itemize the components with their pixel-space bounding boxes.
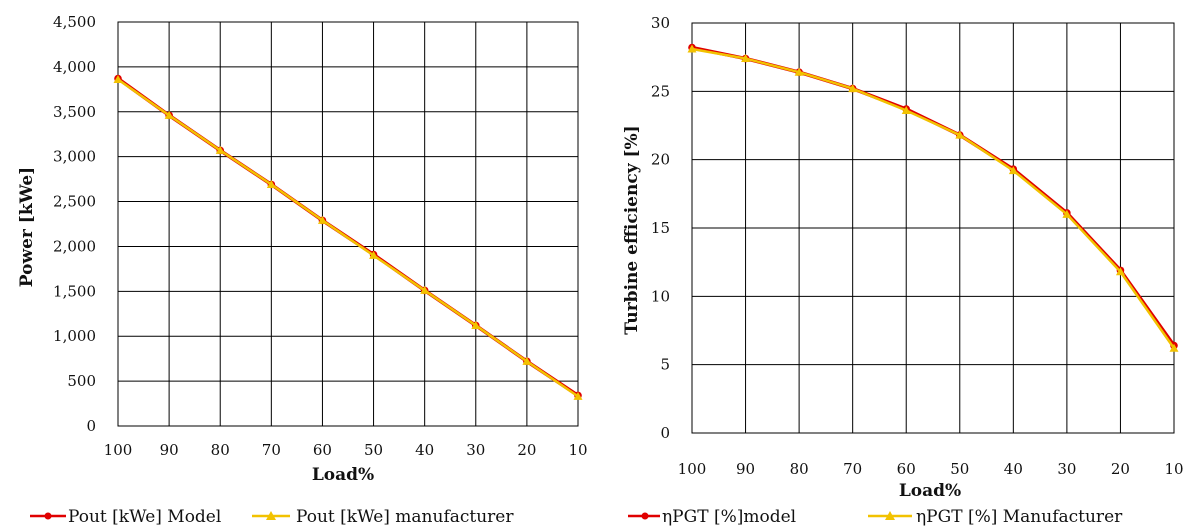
- power-chart-manufacturer-point: [522, 356, 532, 365]
- power-chart-y-tick-label: 3,500: [53, 103, 96, 121]
- efficiency-chart-x-tick-label: 90: [736, 460, 755, 478]
- efficiency-chart-legend-manufacturer-marker: [868, 511, 912, 520]
- efficiency-chart-y-tick-label: 30: [651, 14, 670, 32]
- efficiency-chart-series-line-model: [690, 45, 1176, 348]
- power-chart-legend-model-label: Pout [kWe] Model: [68, 507, 221, 527]
- efficiency-chart-series: [687, 43, 1179, 352]
- efficiency-chart-manufacturer-point: [901, 105, 911, 114]
- efficiency-chart-x-tick-label: 30: [1057, 460, 1076, 478]
- power-chart-y-tick-label: 0: [86, 417, 96, 435]
- efficiency-chart-x-tick-label: 80: [790, 460, 809, 478]
- efficiency-chart-plot-frame: [691, 22, 1175, 434]
- efficiency-chart-manufacturer-point: [1062, 209, 1072, 218]
- efficiency-chart-legend: ηPGT [%]model ηPGT [%] Manufacturer: [628, 507, 1123, 527]
- efficiency-chart-manufacturer-point: [741, 54, 751, 63]
- efficiency-chart-x-tick-label: 100: [678, 460, 707, 478]
- efficiency-chart-y-tick-label: 25: [651, 82, 670, 100]
- power-chart-y-tick-label: 4,500: [53, 13, 96, 31]
- power-chart-y-tick-label: 2,000: [53, 237, 96, 255]
- efficiency-chart-manufacturer-point: [1169, 343, 1179, 352]
- power-chart-legend-manufacturer-label: Pout [kWe] manufacturer: [296, 507, 514, 527]
- power-chart-x-tick-label: 40: [415, 441, 434, 459]
- efficiency-chart-y-tick-label: 15: [651, 219, 670, 237]
- power-chart-x-tick-label: 30: [466, 441, 485, 459]
- efficiency-chart-x-tick-label: 50: [950, 460, 969, 478]
- power-chart-x-tick-label: 20: [517, 441, 536, 459]
- efficiency-chart-y-tick-label: 0: [660, 424, 670, 442]
- power-chart-legend-model-marker: [30, 512, 66, 520]
- efficiency-chart-legend-manufacturer-label: ηPGT [%] Manufacturer: [916, 507, 1123, 527]
- power-chart: 0 500 1,000 1,500 2,000 2,500 3,000 3,500 4,000 4…: [17, 13, 588, 527]
- efficiency-chart: 0 5 10 15 20 25 30 100 90 80 70 60 50 40 30 20 10 Load%…: [622, 14, 1184, 527]
- power-chart-x-tick-label: 50: [364, 441, 383, 459]
- power-chart-y-tick-label: 4,000: [53, 58, 96, 76]
- efficiency-chart-manufacturer-point: [1115, 267, 1125, 276]
- efficiency-chart-x-tick-label: 10: [1164, 460, 1183, 478]
- power-chart-y-tick-label: 3,000: [53, 148, 96, 166]
- power-chart-legend: Pout [kWe] Model Pout [kWe] manufacturer: [30, 507, 514, 527]
- efficiency-chart-x-tick-label: 70: [843, 460, 862, 478]
- efficiency-chart-x-tick-label: 20: [1111, 460, 1130, 478]
- efficiency-chart-legend-model-label: ηPGT [%]model: [662, 507, 796, 527]
- power-chart-y-tick-label: 1,500: [53, 282, 96, 300]
- efficiency-chart-legend-model-marker: [628, 512, 660, 520]
- power-chart-x-tick-label: 60: [313, 441, 332, 459]
- efficiency-chart-x-axis-title: Load%: [899, 481, 961, 501]
- power-chart-y-tick-label: 1,000: [53, 327, 96, 345]
- efficiency-chart-y-tick-label: 5: [660, 356, 670, 374]
- power-chart-x-tick-label: 70: [262, 441, 281, 459]
- efficiency-chart-manufacturer-point: [955, 130, 965, 139]
- power-chart-y-tick-label: 500: [67, 372, 96, 390]
- power-chart-y-tick-label: 2,500: [53, 193, 96, 211]
- efficiency-chart-x-tick-label: 60: [897, 460, 916, 478]
- power-chart-manufacturer-point: [164, 110, 174, 119]
- power-chart-manufacturer-point: [113, 74, 123, 83]
- efficiency-chart-grid: [691, 22, 1175, 434]
- power-chart-manufacturer-point: [215, 145, 225, 154]
- power-chart-x-tick-label: 90: [160, 441, 179, 459]
- efficiency-chart-manufacturer-point: [848, 84, 858, 93]
- efficiency-chart-y-tick-label: 20: [651, 151, 670, 169]
- efficiency-chart-y-axis-title: Turbine efficiency [%]: [622, 125, 642, 334]
- power-chart-manufacturer-point: [573, 391, 583, 400]
- power-chart-plot-frame: [117, 21, 579, 427]
- power-chart-manufacturer-point: [317, 215, 327, 224]
- power-chart-x-ticks: 100 90 80 70 60 50 40 30 20 10: [104, 441, 588, 459]
- power-chart-y-ticks: 0 500 1,000 1,500 2,000 2,500 3,000 3,500 4,000 4…: [53, 13, 96, 435]
- power-chart-series: [113, 74, 583, 400]
- power-chart-x-tick-label: 10: [568, 441, 587, 459]
- efficiency-chart-manufacturer-point: [794, 67, 804, 76]
- power-chart-legend-manufacturer-marker: [252, 511, 290, 520]
- power-chart-x-tick-label: 80: [211, 441, 230, 459]
- efficiency-chart-x-ticks: 100 90 80 70 60 50 40 30 20 10: [678, 460, 1184, 478]
- power-chart-grid: [117, 21, 579, 427]
- efficiency-chart-manufacturer-point: [687, 44, 697, 53]
- efficiency-chart-manufacturer-point: [1008, 166, 1018, 175]
- efficiency-chart-y-tick-label: 10: [651, 287, 670, 305]
- efficiency-chart-y-ticks: 0 5 10 15 20 25 30: [651, 14, 670, 442]
- power-chart-x-tick-label: 100: [104, 441, 133, 459]
- power-chart-x-axis-title: Load%: [312, 465, 374, 485]
- efficiency-chart-x-tick-label: 40: [1004, 460, 1023, 478]
- power-chart-manufacturer-point: [369, 250, 379, 259]
- efficiency-chart-series-line-manufacturer: [690, 47, 1176, 350]
- power-chart-manufacturer-point: [471, 320, 481, 329]
- power-chart-manufacturer-point: [266, 179, 276, 188]
- power-chart-series-line-manufacturer: [116, 78, 580, 398]
- power-chart-y-axis-title: Power [kWe]: [17, 167, 37, 287]
- power-chart-manufacturer-point: [420, 285, 430, 294]
